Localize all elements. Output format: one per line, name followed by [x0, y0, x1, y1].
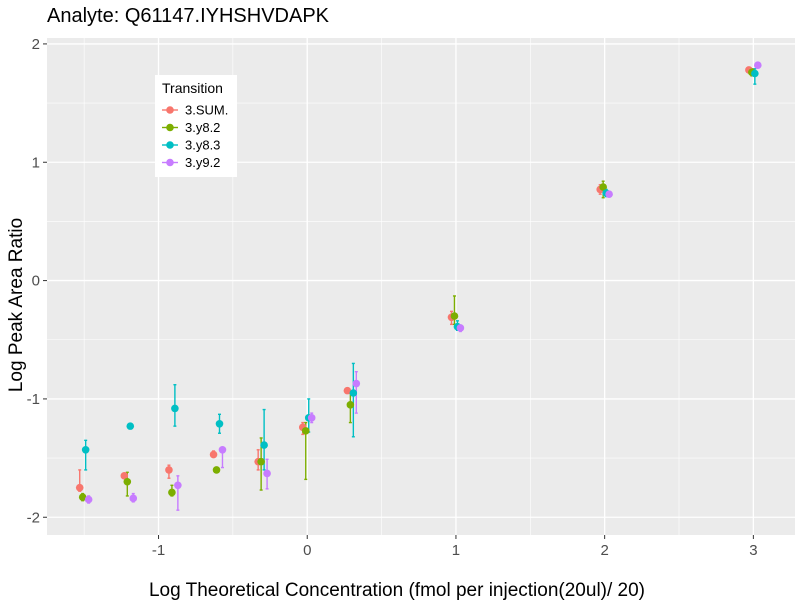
data-point	[81, 446, 90, 454]
legend-key-point	[166, 106, 174, 114]
data-point	[218, 446, 227, 454]
data-point	[215, 419, 224, 428]
legend-label: 3.y8.2	[185, 120, 220, 135]
data-point	[307, 414, 316, 422]
data-point	[263, 469, 271, 478]
x-tick-label: -1	[152, 542, 165, 559]
data-point	[78, 493, 87, 501]
data-point	[352, 379, 361, 388]
data-point	[751, 69, 759, 78]
x-tick-label: 3	[749, 542, 757, 559]
error-bar	[84, 439, 88, 471]
legend-label: 3.y9.2	[185, 155, 220, 170]
data-point	[456, 324, 465, 332]
data-point	[212, 466, 221, 474]
legend-entry: 3.y9.2	[162, 155, 220, 170]
legend-key-point	[166, 141, 174, 149]
data-point	[174, 481, 182, 490]
data-point	[165, 466, 173, 474]
y-tick-label: 1	[32, 154, 40, 171]
data-point	[75, 483, 84, 492]
x-tick-label: 0	[303, 542, 311, 559]
data-point	[123, 477, 132, 486]
data-point	[754, 61, 762, 70]
y-axis-title: Log Peak Area Ratio	[6, 218, 27, 392]
y-tick-label: -2	[27, 509, 40, 526]
data-point	[84, 495, 93, 504]
x-axis-title: Log Theoretical Concentration (fmol per …	[149, 580, 645, 600]
data-point	[599, 183, 607, 191]
data-point	[450, 312, 459, 320]
legend-entry: 3.SUM.	[162, 103, 228, 118]
data-point	[349, 389, 358, 397]
legend: Transition 3.SUM. 3.y8.2 3.y8.3 3.y9.2	[155, 75, 237, 177]
data-point	[301, 427, 310, 435]
x-tick-label: 1	[452, 542, 460, 559]
data-point	[209, 450, 218, 459]
data-point	[346, 401, 355, 409]
y-tick-label: -1	[27, 391, 40, 408]
y-axis-ticks: -2 -1 0 1 2	[27, 36, 47, 526]
data-points	[75, 61, 762, 504]
data-point	[260, 441, 268, 449]
error-bar	[351, 362, 355, 438]
data-point	[168, 488, 176, 497]
data-point	[171, 404, 179, 413]
legend-entry: 3.y8.3	[162, 138, 220, 153]
data-point	[129, 494, 138, 503]
legend-key-point	[166, 158, 174, 167]
legend-key-point	[166, 123, 174, 132]
data-point	[126, 422, 135, 430]
y-tick-label: 2	[32, 36, 40, 53]
legend-label: 3.SUM.	[185, 103, 228, 118]
data-point	[257, 457, 265, 466]
data-point	[120, 472, 129, 480]
legend-label: 3.y8.3	[185, 138, 220, 153]
data-point	[343, 386, 352, 395]
x-axis-ticks: -1 0 1 2 3	[152, 535, 758, 559]
legend-keys: 3.SUM. 3.y8.2 3.y8.3 3.y9.2	[162, 103, 228, 170]
chart-title: Analyte: Q61147.IYHSHVDAPK	[47, 5, 330, 27]
legend-entry: 3.y8.2	[162, 120, 220, 135]
x-tick-label: 2	[600, 542, 608, 559]
y-tick-label: 0	[32, 273, 40, 290]
legend-title: Transition	[162, 80, 223, 96]
data-point	[605, 190, 613, 198]
